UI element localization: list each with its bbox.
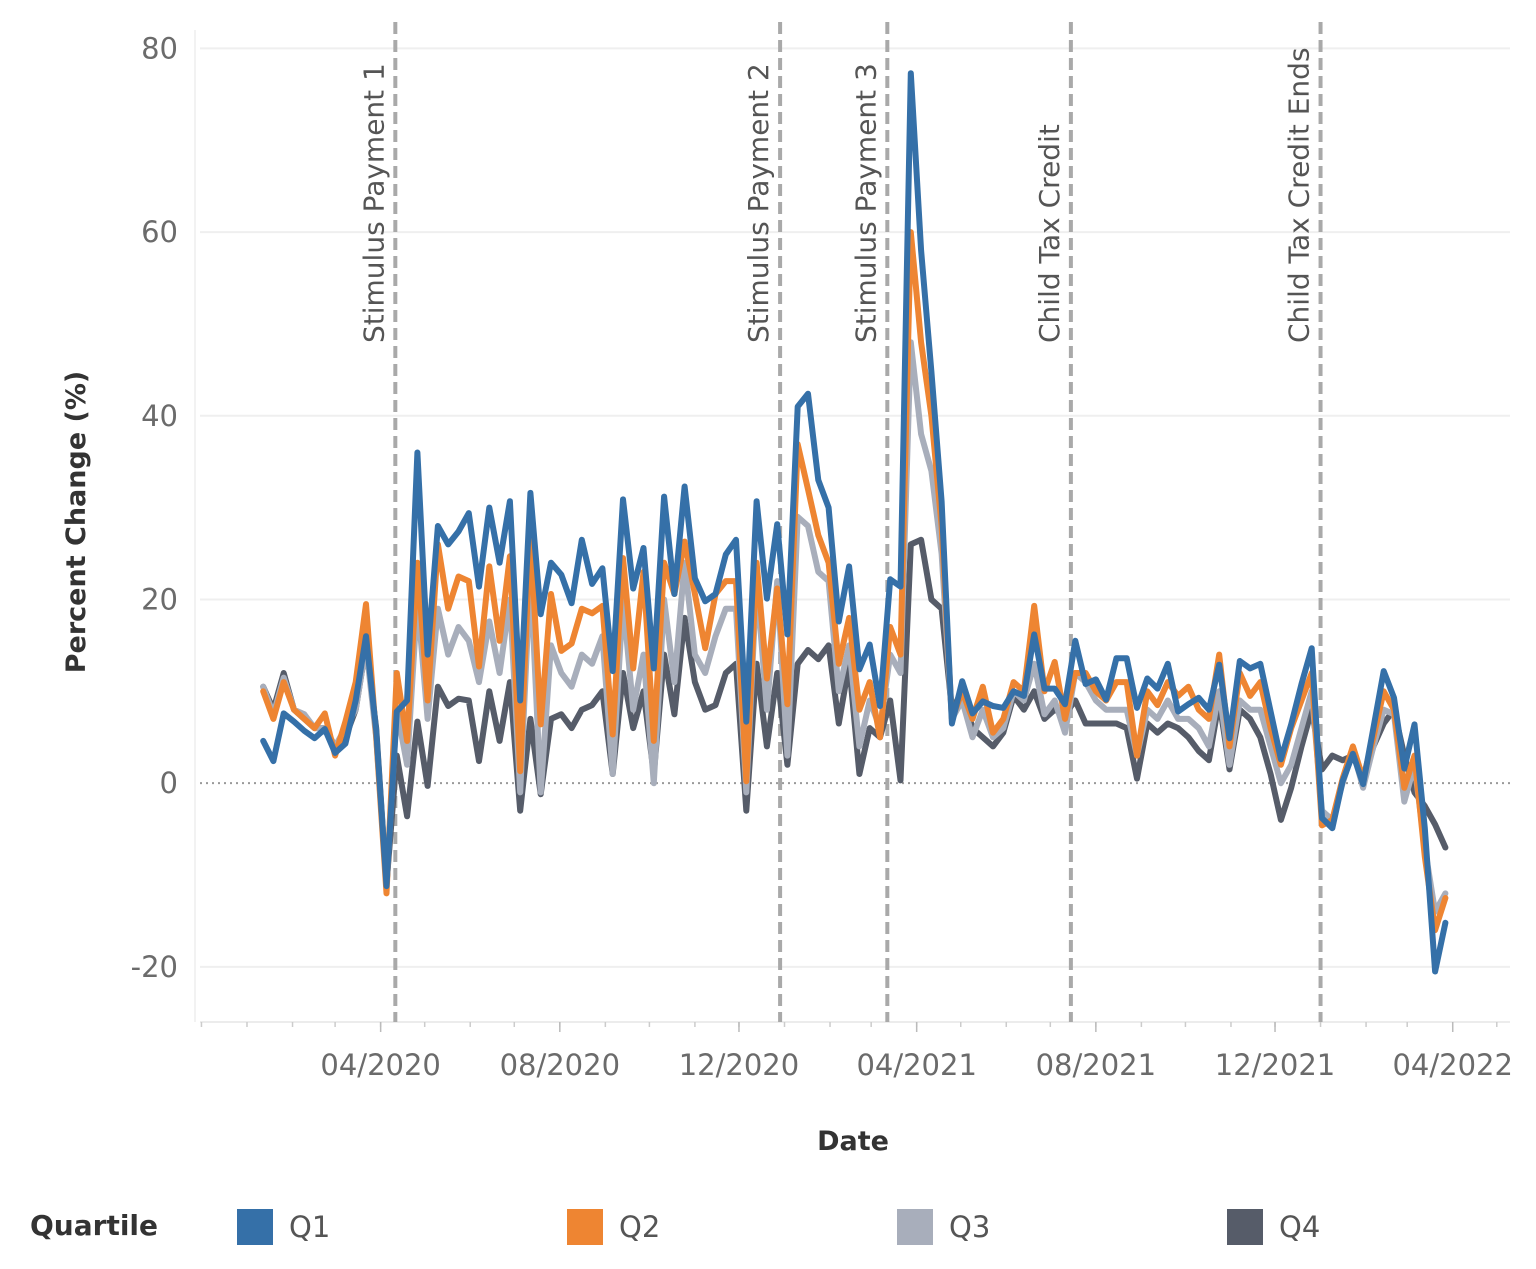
series-line-q3 — [260, 339, 1449, 915]
legend-item-q2[interactable]: Q2 — [567, 1205, 660, 1249]
x-tick-label: 12/2021 — [1215, 1048, 1335, 1082]
event-label: Child Tax Credit Ends — [1283, 47, 1316, 343]
event-markers: Stimulus Payment 1 Stimulus Payment 2 Stim… — [357, 22, 1323, 1022]
legend: Quartile Q1 Q2 Q3 Q4 — [0, 1205, 1536, 1249]
legend-swatch-q1 — [237, 1209, 273, 1245]
series-lines — [260, 70, 1449, 975]
x-tick-label: 08/2020 — [500, 1048, 620, 1082]
series-line-q2 — [260, 229, 1449, 934]
x-tick-label: 08/2021 — [1036, 1048, 1156, 1082]
legend-item-q4[interactable]: Q4 — [1227, 1205, 1320, 1249]
x-axis: 04/2020 08/2020 12/2020 04/2021 08/2021 12/20… — [200, 1021, 1513, 1082]
y-tick-label: 0 — [160, 766, 178, 800]
x-tick-label: 04/2020 — [320, 1048, 440, 1082]
x-tick-label: 04/2021 — [856, 1048, 976, 1082]
event-label: Stimulus Payment 2 — [742, 63, 775, 343]
legend-label: Q2 — [619, 1210, 661, 1244]
line-chart: 04/2020 08/2020 12/2020 04/2021 08/2021 12/20… — [61, 22, 1513, 1157]
event-label: Stimulus Payment 3 — [849, 63, 882, 343]
legend-label: Q3 — [949, 1210, 991, 1244]
event-label: Stimulus Payment 1 — [357, 63, 390, 343]
legend-label: Q1 — [289, 1210, 331, 1244]
x-axis-title: Date — [817, 1126, 889, 1157]
y-tick-label: 60 — [141, 215, 178, 249]
legend-swatch-q2 — [567, 1209, 603, 1245]
y-tick-label: 20 — [141, 582, 178, 616]
y-tick-label: -20 — [131, 950, 178, 984]
legend-item-q3[interactable]: Q3 — [897, 1205, 990, 1249]
x-tick-label: 12/2020 — [679, 1048, 799, 1082]
y-axis: -20 0 20 40 60 80 — [131, 31, 178, 984]
y-tick-label: 80 — [141, 31, 178, 65]
event-label: Child Tax Credit — [1033, 124, 1066, 343]
legend-item-q1[interactable]: Q1 — [237, 1205, 330, 1249]
y-tick-label: 40 — [141, 399, 178, 433]
legend-swatch-q4 — [1227, 1209, 1263, 1245]
series-line-q1 — [260, 70, 1449, 975]
legend-title: Quartile — [30, 1209, 159, 1242]
y-axis-title: Percent Change (%) — [61, 371, 92, 674]
legend-swatch-q3 — [897, 1209, 933, 1245]
x-tick-label: 04/2022 — [1392, 1048, 1512, 1082]
legend-label: Q4 — [1279, 1210, 1321, 1244]
